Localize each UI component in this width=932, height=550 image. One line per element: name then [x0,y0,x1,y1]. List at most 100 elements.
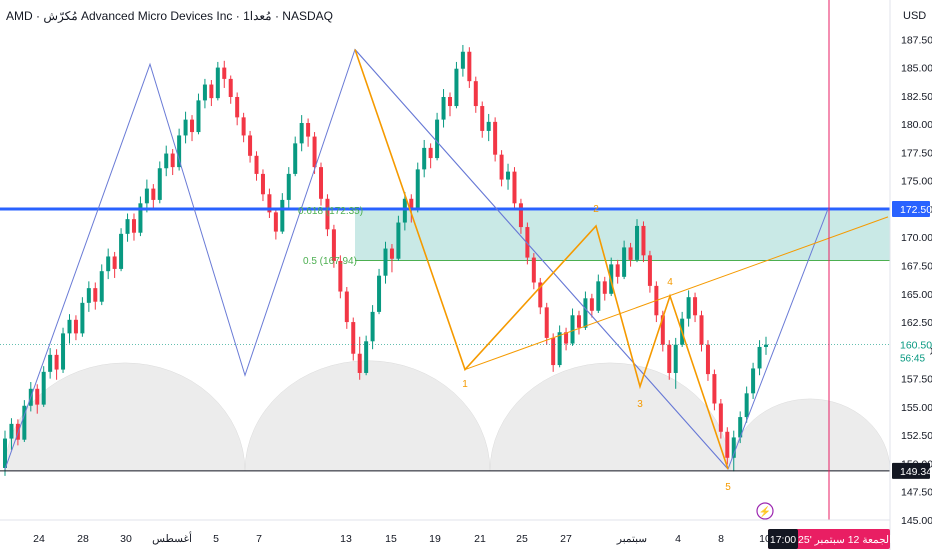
candle-body [693,297,698,316]
cycle-arc [4,362,246,472]
candle-body [131,219,136,233]
candle-body [576,315,581,328]
wave-label: 1 [462,379,468,390]
candle-body [319,167,324,199]
support-badge: 149.34 [900,466,932,478]
candle-body [422,147,427,170]
y-tick-label: 162.50 [901,317,932,329]
y-tick-label: 185.00 [901,63,932,75]
candle-body [757,346,762,369]
candle-body [628,247,633,260]
cycle-arc [244,360,491,472]
price-badge-bg [892,336,930,365]
y-tick-label: 147.50 [901,487,932,499]
candle-body [764,344,768,347]
candle-body [506,171,511,180]
candle-body [164,153,169,169]
candle-body [622,247,627,277]
x-tick-label: 27 [560,533,572,545]
candle-body [338,260,343,292]
candle-body [564,332,569,344]
x-tick-label: 10 [759,533,771,545]
candle-body [157,168,162,200]
y-tick-label: 177.50 [901,147,932,159]
candle-body [119,233,124,269]
fib-label-05: 0.5 (167.94) [303,256,357,267]
candle-body [447,96,452,107]
candle-body [357,353,362,373]
x-tick-label: 13 [340,533,352,545]
candle-body [48,354,53,372]
candle-body [351,322,356,354]
candle-body [35,388,40,405]
candle-body [112,256,117,269]
candle-body [686,297,691,319]
x-tick-label: أغسطس [152,531,192,545]
candle-body [183,119,188,136]
candle-body [551,337,556,366]
x-tick-label: 28 [77,533,89,545]
y-tick-label: 145.00 [901,515,932,527]
cursor-time-label: 17:00 [770,534,796,546]
candle-body [293,143,298,174]
x-tick-label: 30 [120,533,132,545]
wave-label: 3 [637,399,643,410]
candle-body [731,437,736,458]
candle-body [538,282,543,308]
candle-body [493,121,498,155]
candle-body [454,68,459,107]
cursor-date-label: الجمعة 12 سبتمبر '25 [798,534,892,546]
candle-body [635,225,640,260]
candle-body [306,123,311,137]
y-tick-label: 167.50 [901,261,932,273]
candle-body [480,106,485,131]
candle-body [486,121,491,131]
candle-body [725,431,730,458]
candle-body [525,227,530,258]
y-tick-label: 155.00 [901,402,932,414]
candle-body [222,67,227,79]
candle-body [596,281,601,311]
candle-body [673,344,678,373]
candle-body [570,315,575,344]
candle-body [518,203,523,228]
candle-body [190,119,195,133]
currency-label: USD [903,10,927,22]
candle-body [196,100,201,133]
candle-body [144,188,149,204]
y-tick-label: 152.50 [901,430,932,442]
candle-body [99,271,104,302]
cursor-time-bg [768,529,798,549]
candle-body [267,194,272,213]
x-tick-label: 19 [429,533,441,545]
candle-body [177,135,182,168]
lightning-icon [756,502,774,520]
candle-body [647,255,652,286]
candle-body [273,212,278,232]
candle-body [93,288,98,302]
candle-body [435,119,440,159]
candle-body [228,78,233,97]
candle-body [202,84,207,101]
candle-body [383,248,388,276]
candle-body [3,438,7,468]
y-tick-label: 187.50 [901,34,932,46]
candle-body [312,136,317,168]
candle-body [583,298,588,328]
candle-body [138,203,143,233]
x-tick-label: 5 [213,533,219,545]
candle-body [61,333,66,370]
candle-body [712,374,717,404]
candle-body [589,298,594,311]
candle-body [699,315,704,345]
cursor-date-bg [768,529,890,549]
candle-body [241,117,246,136]
candle-body [460,51,465,69]
candle-body [744,393,749,418]
x-tick-label: 21 [474,533,486,545]
candle-body [254,155,259,174]
candle-body [499,154,504,180]
candle-body [86,288,91,303]
candle-body [9,423,14,439]
